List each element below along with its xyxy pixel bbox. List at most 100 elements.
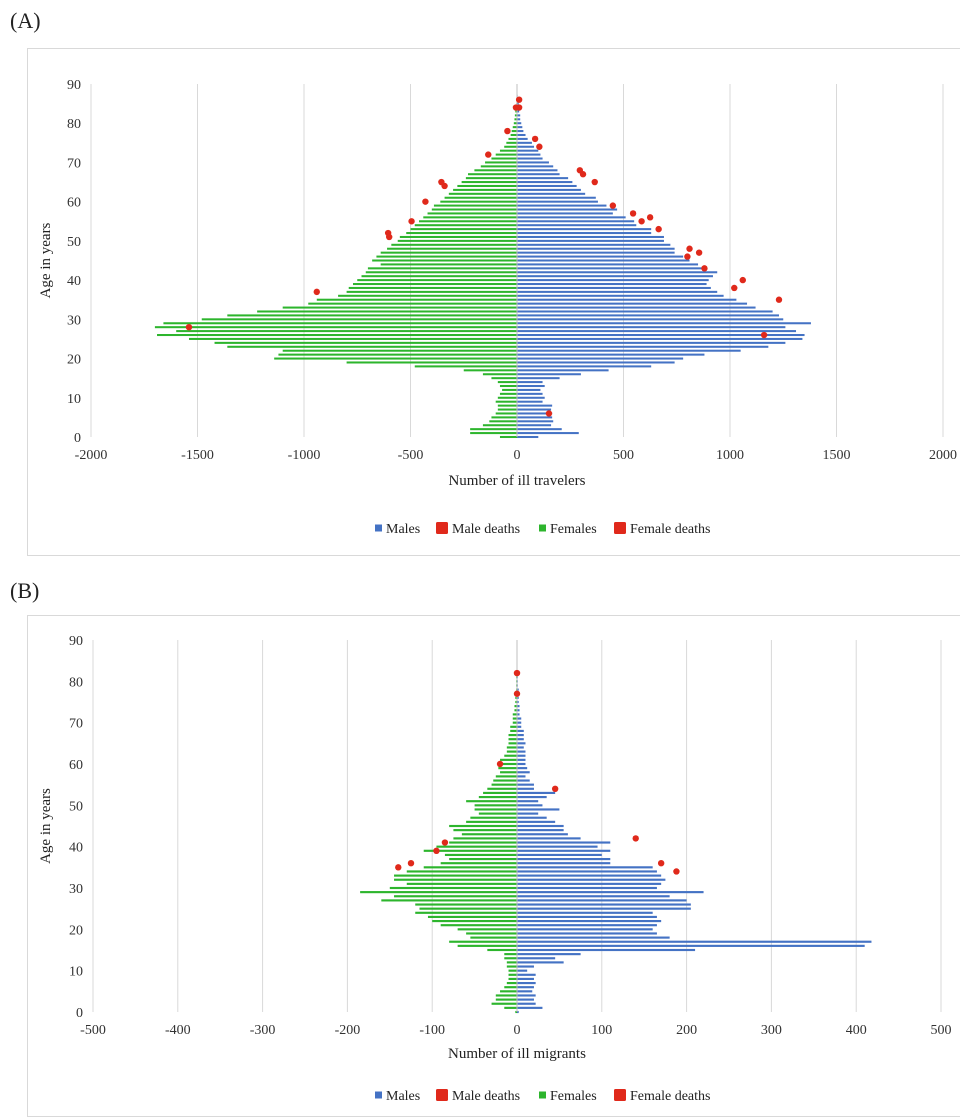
chart-b-bar-male: [517, 907, 691, 910]
chart-b-bar-female: [394, 878, 517, 881]
chart-b-bar-male: [517, 775, 526, 778]
chart-b-bar-female: [504, 986, 517, 989]
chart-b-bar-male: [517, 795, 547, 799]
chart-b-bar-female: [504, 957, 517, 960]
chart-b-bar-male: [517, 866, 653, 869]
chart-a-y-tick-label: 50: [67, 235, 81, 250]
chart-a-point-male-death: [576, 167, 584, 174]
chart-b-bar-female: [457, 928, 517, 931]
chart-a-bar-male: [517, 255, 684, 258]
chart-a-bar-male: [517, 412, 553, 415]
chart-b-bar-female: [423, 866, 517, 869]
chart-b-bar-female: [419, 907, 517, 910]
chart-b-bar-female: [506, 965, 517, 968]
chart-b-bar-male: [517, 944, 865, 947]
chart-b-bar-male: [517, 1006, 543, 1009]
chart-a-bar-female: [431, 208, 517, 211]
chart-b-bar-male: [517, 948, 696, 952]
chart-a-legend-label: Female deaths: [630, 522, 710, 537]
chart-b-bar-female: [514, 705, 517, 708]
chart-b-bar-male: [517, 845, 598, 848]
chart-a-bar-male: [517, 133, 526, 137]
chart-b-bar-male: [517, 824, 564, 828]
chart-a-bar-female: [414, 224, 517, 227]
chart-b-bar-female: [432, 919, 517, 923]
chart-b-bar-male: [517, 986, 534, 989]
chart-a-bar-male: [517, 141, 532, 144]
chart-b-x-tick-label: -200: [335, 1023, 361, 1038]
chart-a-bar-male: [517, 224, 637, 227]
chart-b-bar-female: [449, 824, 517, 828]
chart-b-bar-female: [394, 895, 517, 898]
chart-a-bar-female: [361, 275, 517, 278]
chart-b-bar-female: [487, 948, 517, 952]
chart-b-bar-male: [517, 895, 670, 898]
chart-b-bar-male: [517, 981, 536, 985]
chart-a-bar-female: [495, 153, 517, 156]
chart-b-bar-male: [517, 965, 534, 968]
chart-a-bar-male: [517, 337, 803, 340]
chart-b-bar-male: [517, 994, 536, 997]
chart-a: -2000 -1500 -1000 -500 0 500 1000 1500 2000 0 10 20…: [38, 78, 957, 537]
chart-a-bar-male: [517, 263, 699, 266]
chart-a-bar-female: [491, 416, 517, 419]
chart-a-bar-male: [517, 192, 586, 195]
chart-b-bar-male: [517, 829, 564, 832]
chart-a-point-male-death: [609, 202, 617, 209]
chart-b-bar-female: [406, 882, 517, 885]
chart-a-bar-female: [444, 196, 517, 199]
chart-b-bar-female: [470, 816, 517, 819]
chart-b-bar-female: [453, 829, 517, 832]
chart-a-legend-swatch: [375, 524, 382, 532]
chart-b-bar-male: [517, 990, 533, 993]
chart-b-bar-female: [508, 973, 517, 976]
chart-a-bar-male: [517, 196, 596, 199]
chart-a-bar-female: [380, 251, 517, 254]
chart-b-bar-female: [466, 932, 517, 935]
chart-b-bar-male: [517, 812, 539, 815]
chart-b-bar-female: [512, 713, 517, 716]
chart-b-legend-label: Male deaths: [452, 1089, 520, 1104]
chart-b-x-tick-label: -500: [80, 1023, 106, 1038]
chart-a-legend-label: Females: [550, 522, 597, 537]
chart-a-bar-female: [163, 322, 518, 325]
chart-a-point-female-death: [504, 127, 511, 135]
chart-a-bar-male: [517, 424, 552, 427]
chart-a-bar-male: [517, 126, 523, 129]
chart-a-bar-male: [517, 400, 543, 403]
chart-b-legend-swatch: [539, 1091, 546, 1099]
chart-a-bar-female: [176, 330, 517, 333]
chart-b-frame: -500 -400 -300 -200 -100 0 100 200 300 400 500 0 10 2…: [27, 615, 960, 1117]
chart-a-bar-female: [278, 353, 517, 356]
chart-a-bar-female: [468, 173, 517, 176]
chart-a-bar-female: [513, 122, 517, 125]
chart-a-bar-female: [470, 428, 517, 431]
chart-b-bar-female: [474, 808, 517, 811]
chart-b-bar-female: [466, 800, 517, 803]
chart-a-bar-female: [474, 169, 517, 172]
chart-b-bar-female: [508, 733, 517, 737]
chart-b-bar-male: [517, 899, 687, 902]
chart-b-point-male-death: [673, 868, 680, 875]
chart-a-bar-male: [517, 396, 545, 399]
chart-a-bar-female: [227, 314, 517, 317]
chart-b-bar-female: [515, 1010, 517, 1014]
chart-a-bar-male: [517, 330, 797, 333]
chart-a-bar-male: [517, 369, 609, 372]
chart-b-bar-male: [517, 783, 534, 786]
chart-b-legend-swatch: [436, 1089, 448, 1101]
chart-a-bar-male: [517, 334, 805, 337]
chart-b-bar-female: [504, 953, 517, 956]
chart-a-point-male-death: [545, 410, 553, 417]
chart-a-bar-female: [485, 161, 517, 164]
chart-a-point-female-death: [512, 104, 520, 111]
chart-a-point-male-death: [646, 214, 654, 221]
chart-a-bar-male: [517, 286, 711, 289]
chart-a-bar-male: [517, 173, 560, 176]
chart-a-y-tick-label: 20: [67, 353, 81, 368]
chart-a-bar-male: [517, 353, 705, 356]
chart-a-bar-male: [517, 404, 553, 407]
chart-b-bar-female: [504, 1006, 517, 1009]
chart-b-y-axis-title: Age in years: [38, 788, 54, 864]
chart-b-y-tick-label: 90: [69, 634, 83, 649]
